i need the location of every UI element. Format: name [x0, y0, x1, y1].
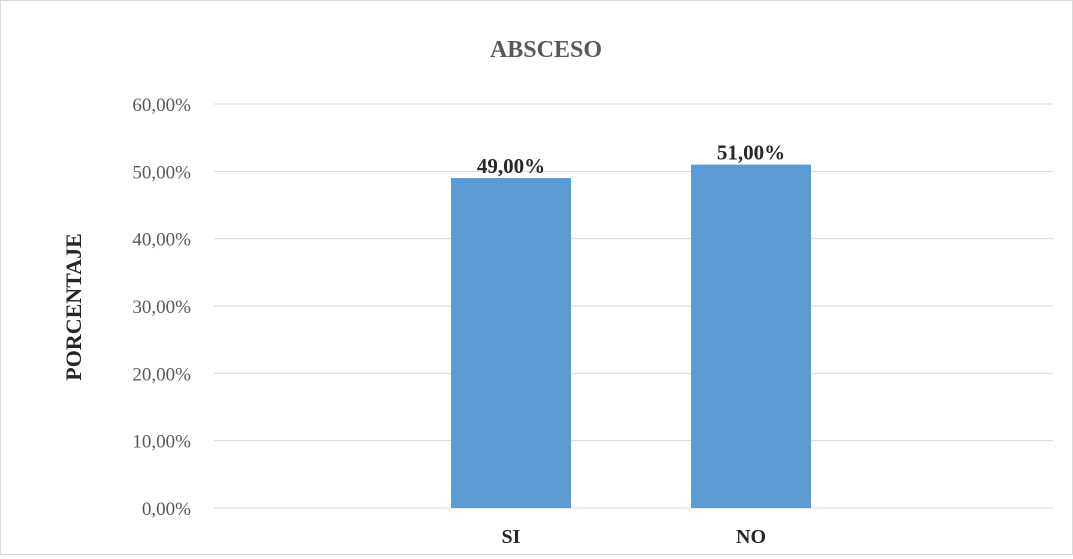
y-axis-ticks: 0,00% 10,00% 20,00% 30,00% 40,00% 50,00% 60,00…: [132, 95, 191, 520]
y-tick-label: 30,00%: [132, 297, 191, 318]
y-tick-label: 20,00%: [132, 364, 191, 385]
x-tick-label-si: SI: [502, 526, 521, 548]
y-tick-label: 10,00%: [132, 432, 191, 453]
x-axis-ticks: SI NO: [502, 526, 766, 548]
x-tick-label-no: NO: [736, 526, 766, 548]
y-tick-label: 40,00%: [132, 230, 191, 251]
data-label-no: 51,00%: [717, 141, 785, 165]
bar-no: [691, 164, 811, 508]
gridlines: [214, 103, 1053, 509]
bar-si: [451, 178, 571, 509]
chart-title: ABSCESO: [490, 37, 602, 63]
bars: [451, 164, 811, 509]
data-labels: 49,00% 51,00%: [477, 141, 785, 178]
y-tick-label: 0,00%: [142, 499, 191, 520]
data-label-si: 49,00%: [477, 154, 545, 178]
y-tick-label: 50,00%: [132, 162, 191, 183]
y-axis-label: PORCENTAJE: [61, 233, 86, 381]
y-tick-label: 60,00%: [132, 95, 191, 116]
